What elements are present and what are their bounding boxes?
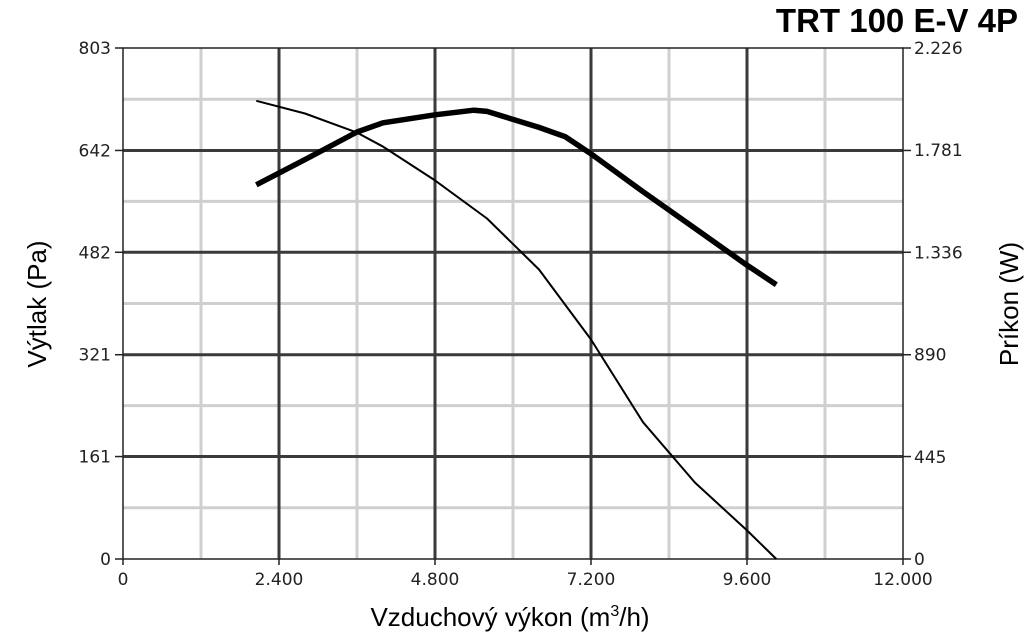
minor-grid [123,48,903,559]
power-curve [255,107,778,287]
series-layer [255,99,778,560]
x-tick-label: 7.200 [567,570,616,590]
x-axis-label-suffix: /h) [619,602,649,632]
y2-axis-label: Príkon (W) [994,242,1024,366]
x-axis-label: Vzduchový výkon (m3/h) [370,602,649,632]
x-tick-label: 4.800 [411,570,460,590]
y-tick-label: 321 [79,346,111,366]
y-tick-label: 803 [79,39,111,59]
x-tick-label: 0 [118,570,129,590]
y2-tick-label: 0 [914,550,925,570]
x-tick-labels: 0 2.400 4.800 7.200 9.600 12.000 [118,570,933,590]
chart-title: TRT 100 E-V 4P [776,2,1018,39]
y-tick-labels: 0 161 321 482 642 803 [79,39,111,570]
major-grid [115,47,911,565]
y2-tick-label: 890 [914,346,946,366]
x-tick-label: 9.600 [723,570,772,590]
y-axis-label: Výtlak (Pa) [22,240,52,367]
x-tick-label: 2.400 [255,570,304,590]
x-axis-label-superscript: 3 [610,603,619,620]
y2-tick-label: 2.226 [914,39,963,59]
y-tick-label: 482 [79,243,111,263]
y2-tick-labels: 0 445 890 1.336 1.781 2.226 [914,39,963,570]
y-tick-label: 161 [79,448,111,468]
y-tick-label: 0 [100,550,111,570]
y2-tick-label: 445 [914,448,946,468]
x-axis-label-main: Vzduchový výkon (m [370,602,610,632]
plot-border [122,47,904,560]
pressure-curve [256,99,777,560]
y-tick-label: 642 [79,141,111,161]
x-tick-label: 12.000 [873,570,932,590]
y2-tick-label: 1.781 [914,141,963,161]
y2-tick-label: 1.336 [914,243,963,263]
